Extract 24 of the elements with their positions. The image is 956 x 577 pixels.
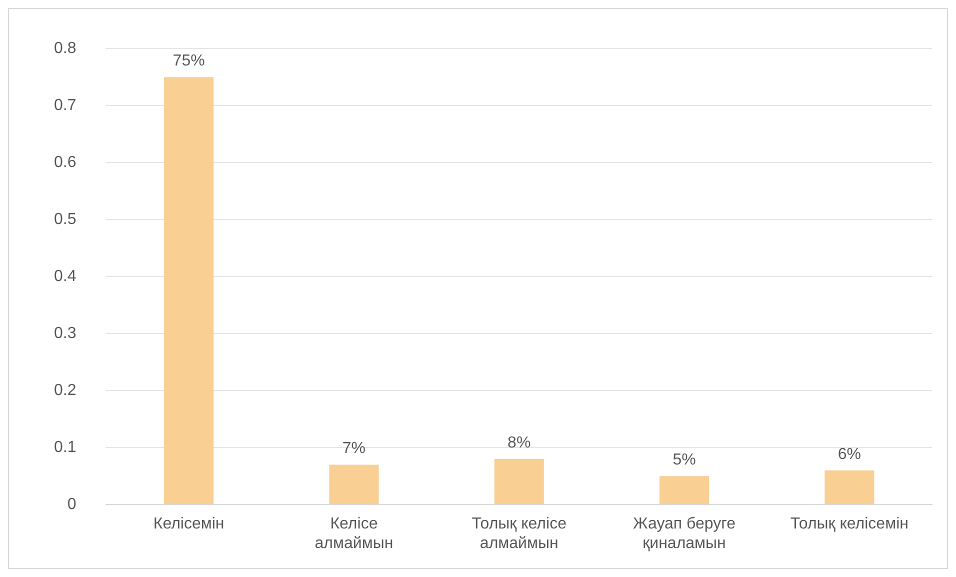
bar xyxy=(329,464,379,504)
bar xyxy=(164,77,214,504)
bar xyxy=(660,476,710,504)
y-tick-label: 0 xyxy=(67,496,76,514)
y-tick-label: 0.6 xyxy=(54,154,76,172)
data-label: 7% xyxy=(342,440,366,458)
y-tick-label: 0.2 xyxy=(54,382,76,400)
y-tick-label: 0.4 xyxy=(54,268,76,286)
y-tick-label: 0.8 xyxy=(54,40,76,58)
data-label: 8% xyxy=(508,434,531,452)
data-label: 5% xyxy=(672,452,696,469)
x-tick-label: Жауап беруге қиналамын xyxy=(633,516,736,552)
x-tick-label: Келісе алмаймын xyxy=(314,516,394,552)
bar xyxy=(494,459,544,504)
x-tick-label: Толық келісемін xyxy=(790,516,908,533)
y-tick-label: 0.1 xyxy=(54,439,76,456)
x-tick-label: Толық келісе алмаймын xyxy=(472,516,567,552)
x-tick-label: Келісемін xyxy=(153,516,224,533)
y-tick-label: 0.5 xyxy=(54,211,76,228)
data-label: 6% xyxy=(838,446,861,463)
y-tick-label: 0.7 xyxy=(54,97,76,114)
y-tick-label: 0.3 xyxy=(54,325,76,342)
bar xyxy=(824,470,874,504)
data-label: 75% xyxy=(172,52,205,70)
